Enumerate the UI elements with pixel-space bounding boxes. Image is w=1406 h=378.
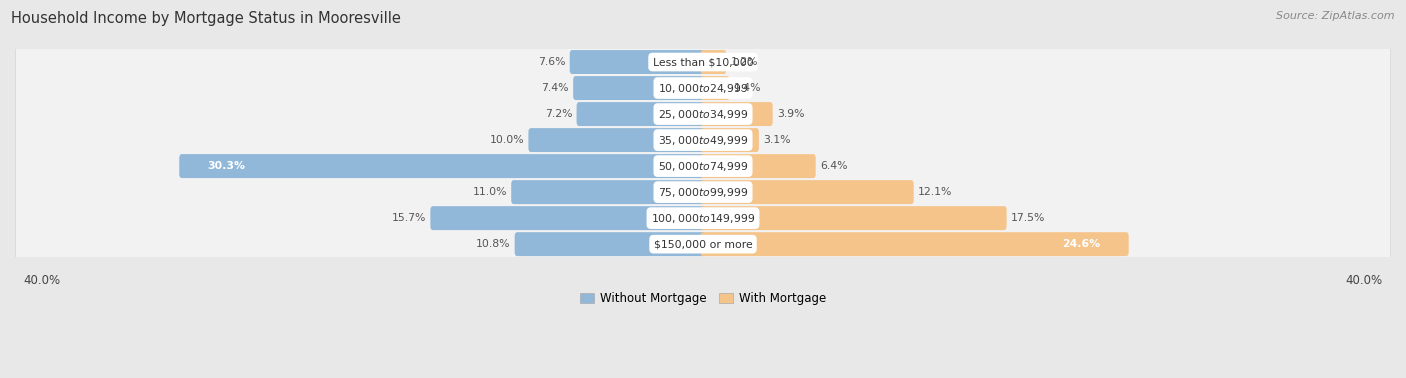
FancyBboxPatch shape [15,120,1391,160]
FancyBboxPatch shape [15,198,1391,238]
Text: $150,000 or more: $150,000 or more [654,239,752,249]
FancyBboxPatch shape [700,102,773,126]
FancyBboxPatch shape [700,128,759,152]
FancyBboxPatch shape [15,42,1391,82]
FancyBboxPatch shape [179,154,706,178]
FancyBboxPatch shape [576,102,706,126]
Text: 10.0%: 10.0% [489,135,524,145]
Legend: Without Mortgage, With Mortgage: Without Mortgage, With Mortgage [575,287,831,310]
FancyBboxPatch shape [15,226,1391,262]
Text: 3.1%: 3.1% [763,135,790,145]
FancyBboxPatch shape [15,224,1391,264]
FancyBboxPatch shape [15,172,1391,212]
FancyBboxPatch shape [15,146,1391,186]
Text: 7.4%: 7.4% [541,83,569,93]
FancyBboxPatch shape [15,68,1391,108]
FancyBboxPatch shape [15,70,1391,106]
FancyBboxPatch shape [515,232,706,256]
Text: 30.3%: 30.3% [208,161,246,171]
Text: Household Income by Mortgage Status in Mooresville: Household Income by Mortgage Status in M… [11,11,401,26]
Text: 12.1%: 12.1% [918,187,952,197]
Text: 17.5%: 17.5% [1011,213,1045,223]
Text: 11.0%: 11.0% [472,187,508,197]
FancyBboxPatch shape [529,128,706,152]
Text: $10,000 to $24,999: $10,000 to $24,999 [658,82,748,94]
Text: 3.9%: 3.9% [778,109,804,119]
FancyBboxPatch shape [15,148,1391,184]
Text: 6.4%: 6.4% [820,161,848,171]
Text: 40.0%: 40.0% [1346,274,1382,287]
FancyBboxPatch shape [15,94,1391,134]
FancyBboxPatch shape [15,44,1391,80]
Text: $25,000 to $34,999: $25,000 to $34,999 [658,108,748,121]
FancyBboxPatch shape [700,206,1007,230]
FancyBboxPatch shape [430,206,706,230]
Text: 40.0%: 40.0% [24,274,60,287]
FancyBboxPatch shape [700,232,1129,256]
FancyBboxPatch shape [15,96,1391,132]
FancyBboxPatch shape [15,122,1391,158]
Text: $75,000 to $99,999: $75,000 to $99,999 [658,186,748,198]
Text: 15.7%: 15.7% [392,213,426,223]
Text: Source: ZipAtlas.com: Source: ZipAtlas.com [1277,11,1395,21]
Text: $100,000 to $149,999: $100,000 to $149,999 [651,212,755,225]
Text: $50,000 to $74,999: $50,000 to $74,999 [658,160,748,173]
Text: 7.6%: 7.6% [538,57,565,67]
FancyBboxPatch shape [15,174,1391,210]
Text: $35,000 to $49,999: $35,000 to $49,999 [658,133,748,147]
FancyBboxPatch shape [700,180,914,204]
Text: 1.2%: 1.2% [731,57,758,67]
FancyBboxPatch shape [700,50,727,74]
Text: 24.6%: 24.6% [1062,239,1101,249]
Text: 7.2%: 7.2% [544,109,572,119]
FancyBboxPatch shape [569,50,706,74]
Text: 1.4%: 1.4% [734,83,762,93]
FancyBboxPatch shape [700,154,815,178]
Text: 10.8%: 10.8% [475,239,510,249]
FancyBboxPatch shape [574,76,706,100]
Text: Less than $10,000: Less than $10,000 [652,57,754,67]
FancyBboxPatch shape [15,200,1391,236]
FancyBboxPatch shape [700,76,730,100]
FancyBboxPatch shape [512,180,706,204]
